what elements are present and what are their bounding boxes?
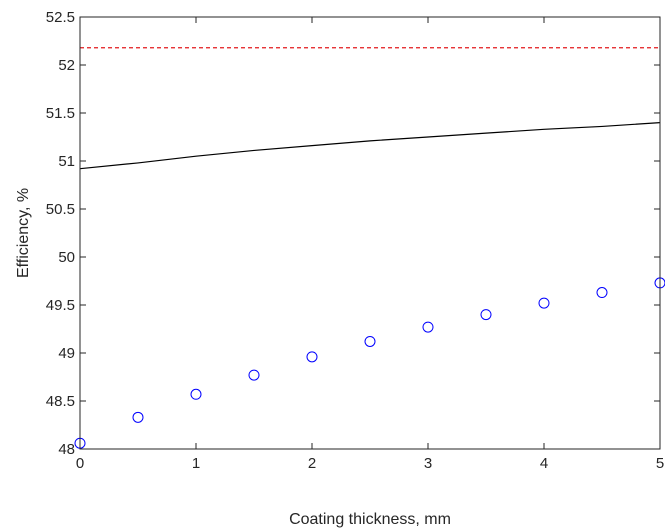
- ticks-layer: 0 1 2 3 4 5 48 48.5 49 49.5 50 50.5 51 51.5 52 52.5: [46, 9, 664, 472]
- plot-area: [80, 17, 660, 449]
- series-layer: [74, 47, 665, 449]
- axes-box: [79, 16, 661, 450]
- y-tick-label: 49: [58, 345, 75, 362]
- x-tick-label: 5: [656, 455, 664, 472]
- y-tick-label: 50: [58, 249, 75, 266]
- y-tick-label: 52.5: [46, 9, 75, 26]
- y-tick-label: 49.5: [46, 297, 75, 314]
- y-tick-label: 51.5: [46, 105, 75, 122]
- data-point: [422, 321, 434, 333]
- data-point: [306, 351, 318, 363]
- data-point: [538, 297, 550, 309]
- y-tick-label: 48: [58, 441, 75, 458]
- y-tick-label: 52: [58, 57, 75, 74]
- series-line: [79, 122, 661, 170]
- y-tick-label: 50.5: [46, 201, 75, 218]
- y-tick-label: 51: [58, 153, 75, 170]
- x-axis-label: Coating thickness, mm: [289, 511, 451, 528]
- data-point: [190, 388, 202, 400]
- y-tick-label: 48.5: [46, 393, 75, 410]
- x-tick-label: 3: [424, 455, 432, 472]
- data-point: [596, 287, 608, 299]
- data-point: [248, 369, 260, 381]
- x-tick-label: 2: [308, 455, 316, 472]
- data-point: [132, 411, 144, 423]
- data-point: [364, 335, 376, 347]
- x-tick-label: 0: [76, 455, 84, 472]
- x-tick-label: 4: [540, 455, 548, 472]
- data-point: [480, 309, 492, 321]
- marker-series: [74, 277, 665, 449]
- x-tick-label: 1: [192, 455, 200, 472]
- y-axis-label: Efficiency, %: [15, 188, 32, 278]
